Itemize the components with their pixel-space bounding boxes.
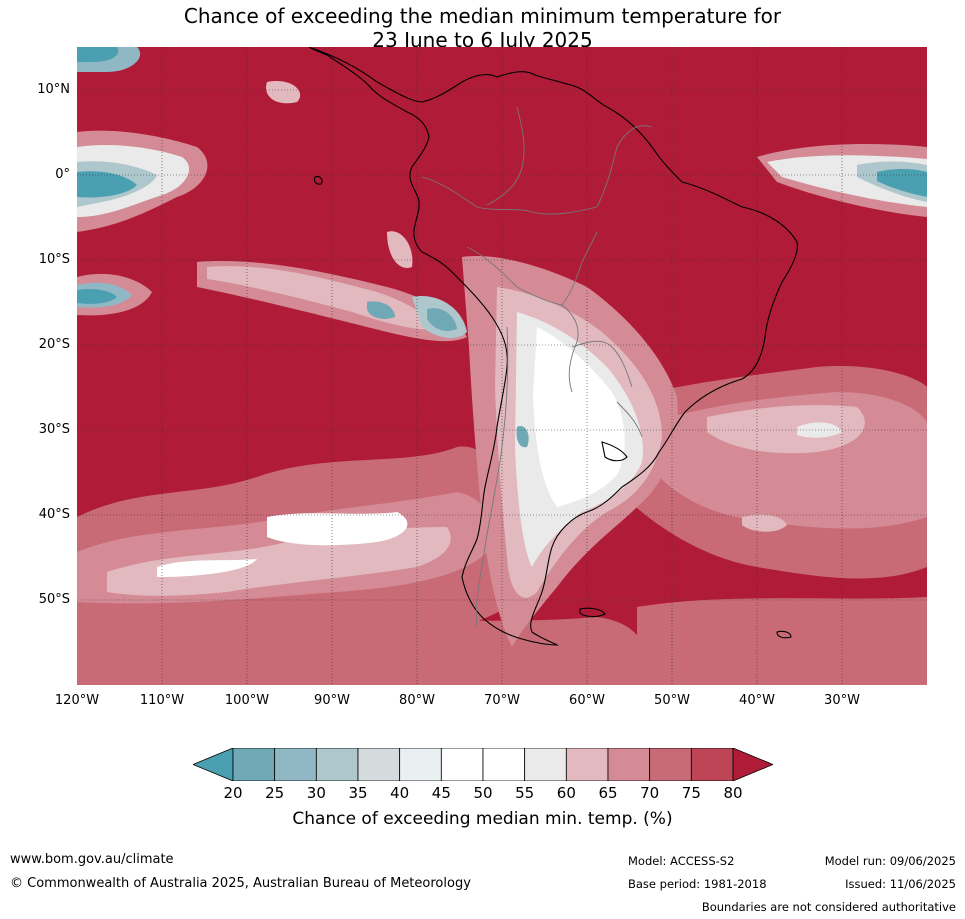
colorbar-tick-label: 35 (348, 784, 368, 802)
copyright-text: © Commonwealth of Australia 2025, Austra… (10, 876, 471, 891)
country-borders (421, 106, 653, 628)
lon-label-80w: 80°W (399, 693, 435, 708)
colorbar-segment (524, 748, 567, 781)
colorbar-segment (565, 748, 609, 781)
colorbar-segment (482, 748, 526, 781)
colorbar-segment (607, 748, 651, 781)
lat-label-20s: 20°S (38, 337, 70, 352)
base-period-text: Base period: 1981-2018 (628, 877, 767, 891)
colorbar (193, 748, 773, 781)
website-text: www.bom.gov.au/climate (10, 852, 174, 867)
colorbar-segment (649, 748, 692, 781)
lon-label-30w: 30°W (824, 693, 860, 708)
colorbar-tick-label: 70 (640, 784, 660, 802)
southern-cone-patch (462, 256, 678, 647)
colorbar-segment (440, 748, 484, 781)
lat-label-10n: 10°N (37, 82, 70, 97)
lat-label-50s: 50°S (38, 592, 70, 607)
lat-label-40s: 40°S (38, 507, 70, 522)
lon-label-110w: 110°W (139, 693, 185, 708)
colorbar-segment (232, 748, 276, 781)
title-line-1: Chance of exceeding the median minimum t… (183, 4, 782, 28)
colorbar-segment (357, 748, 401, 781)
colorbar-segment (274, 748, 317, 781)
colorbar-tick-label: 60 (556, 784, 576, 802)
map-canvas (77, 47, 927, 685)
colorbar-tick-label: 30 (306, 784, 326, 802)
lat-label-0: 0° (55, 167, 70, 182)
colorbar-tick-label: 45 (431, 784, 451, 802)
lon-label-70w: 70°W (484, 693, 520, 708)
colorbar-segment (399, 748, 442, 781)
equatorial-pacific-patches (77, 47, 467, 342)
issued-text: Issued: 11/06/2025 (845, 877, 956, 891)
coastline (308, 47, 798, 646)
colorbar-tick-label: 40 (390, 784, 410, 802)
colorbar-tick-label: 50 (473, 784, 493, 802)
colorbar-tick-label: 75 (681, 784, 701, 802)
model-text: Model: ACCESS-S2 (628, 854, 735, 868)
colorbar-tick-label: 25 (265, 784, 285, 802)
probability-map (77, 47, 927, 685)
colorbar-tick-label: 80 (723, 784, 743, 802)
colorbar-segments (193, 748, 773, 781)
lon-label-90w: 90°W (314, 693, 350, 708)
model-run-text: Model run: 09/06/2025 (824, 854, 956, 868)
colorbar-extend-low (193, 748, 234, 781)
colorbar-tick-label: 65 (598, 784, 618, 802)
lat-label-10s: 10°S (38, 252, 70, 267)
colorbar-label: Chance of exceeding median min. temp. (%… (292, 809, 673, 829)
lat-label-30s: 30°S (38, 422, 70, 437)
disclaimer-text: Boundaries are not considered authoritat… (701, 900, 956, 914)
lon-label-60w: 60°W (569, 693, 605, 708)
colorbar-segment (315, 748, 359, 781)
colorbar-segment (690, 748, 734, 781)
colorbar-tick-label: 55 (515, 784, 535, 802)
lon-label-40w: 40°W (739, 693, 775, 708)
lon-label-120w: 120°W (54, 693, 100, 708)
lon-label-100w: 100°W (224, 693, 270, 708)
graticule (77, 47, 927, 685)
colorbar-tick-label: 20 (223, 784, 243, 802)
lon-label-50w: 50°W (654, 693, 690, 708)
equatorial-atlantic-patch (757, 144, 927, 217)
colorbar-extend-high (732, 748, 773, 781)
map-title: Chance of exceeding the median minimum t… (0, 4, 965, 52)
